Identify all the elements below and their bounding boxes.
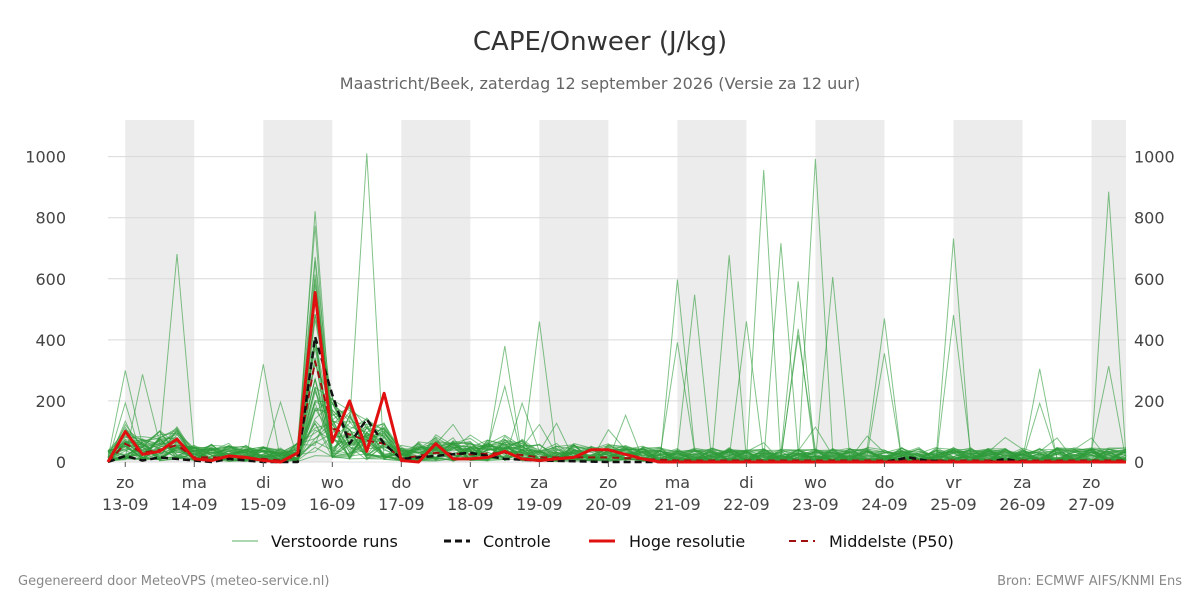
footer-source: Bron: ECMWF AIFS/KNMI Ens [997,574,1182,589]
day-bands [125,120,1126,462]
x-tick-day-11: do [874,473,894,492]
x-tick-date-1: 14-09 [171,495,218,514]
chart-subtitle: Maastricht/Beek, zaterdag 12 september 2… [340,74,860,93]
day-band-6 [953,120,1023,462]
day-band-0 [125,120,195,462]
x-tick-date-5: 18-09 [447,495,494,514]
main-series [106,291,1126,464]
x-tick-day-13: za [1013,473,1031,492]
x-tick-day-2: di [256,473,271,492]
x-axis: zo 13-09 ma 14-09 di 15-09 wo 16-09 do 17-09 vr 18-… [102,462,1115,514]
x-tick-day-9: di [739,473,754,492]
ensemble-run-47 [107,347,1127,463]
x-tick-day-12: vr [945,473,961,492]
y-tick-left-600: 600 [35,270,66,289]
ensemble-run-46 [107,153,1127,463]
y-tick-right-200: 200 [1134,392,1165,411]
x-tick-date-13: 26-09 [999,495,1046,514]
x-tick-day-14: zo [1082,473,1100,492]
y-tick-left-1000: 1000 [25,148,66,167]
x-tick-date-3: 16-09 [309,495,356,514]
x-tick-day-8: ma [665,473,690,492]
x-tick-date-0: 13-09 [102,495,149,514]
y-tick-left-800: 800 [35,209,66,228]
legend-label-control: Controle [483,532,551,551]
x-tick-day-0: zo [116,473,134,492]
y-tick-right-600: 600 [1134,270,1165,289]
day-band-4 [677,120,747,462]
y-tick-left-400: 400 [35,331,66,350]
y-axis-right: 0 200 400 600 800 1000 [1134,148,1175,472]
x-tick-date-7: 20-09 [585,495,632,514]
x-tick-day-7: zo [599,473,617,492]
chart-title: CAPE/Onweer (J/kg) [473,27,727,57]
legend-label-median: Middelste (P50) [829,532,954,551]
legend-label-high-res: Hoge resolutie [629,532,745,551]
day-band-5 [815,120,885,462]
ensemble-run-38 [107,169,1127,462]
y-tick-left-200: 200 [35,392,66,411]
day-band-2 [401,120,471,462]
x-tick-date-10: 23-09 [792,495,839,514]
x-tick-day-10: wo [804,473,827,492]
x-tick-date-11: 24-09 [861,495,908,514]
day-band-7 [1091,120,1126,462]
x-tick-day-3: wo [321,473,344,492]
x-tick-date-4: 17-09 [378,495,425,514]
legend: Verstoorde runs Controle Hoge resolutie … [232,532,954,551]
x-tick-date-14: 27-09 [1068,495,1115,514]
y-tick-left-0: 0 [56,453,66,472]
x-tick-day-4: do [391,473,411,492]
x-tick-day-6: za [530,473,548,492]
series-line-hoge-resolutie [106,291,1126,464]
y-tick-right-1000: 1000 [1134,148,1175,167]
y-tick-right-800: 800 [1134,209,1165,228]
y-axis-left: 0 200 400 600 800 1000 [25,148,66,472]
x-tick-date-9: 22-09 [723,495,770,514]
footer-generated-by: Gegenereerd door MeteoVPS (meteo-service… [18,574,329,589]
y-tick-right-0: 0 [1134,453,1144,472]
x-tick-date-2: 15-09 [240,495,287,514]
x-tick-day-1: ma [182,473,207,492]
x-tick-date-6: 19-09 [516,495,563,514]
day-band-3 [539,120,609,462]
x-tick-date-12: 25-09 [930,495,977,514]
y-tick-right-400: 400 [1134,331,1165,350]
x-tick-day-5: vr [462,473,478,492]
x-tick-date-8: 21-09 [654,495,701,514]
legend-label-ensemble: Verstoorde runs [271,532,398,551]
ensemble-runs [107,153,1127,463]
